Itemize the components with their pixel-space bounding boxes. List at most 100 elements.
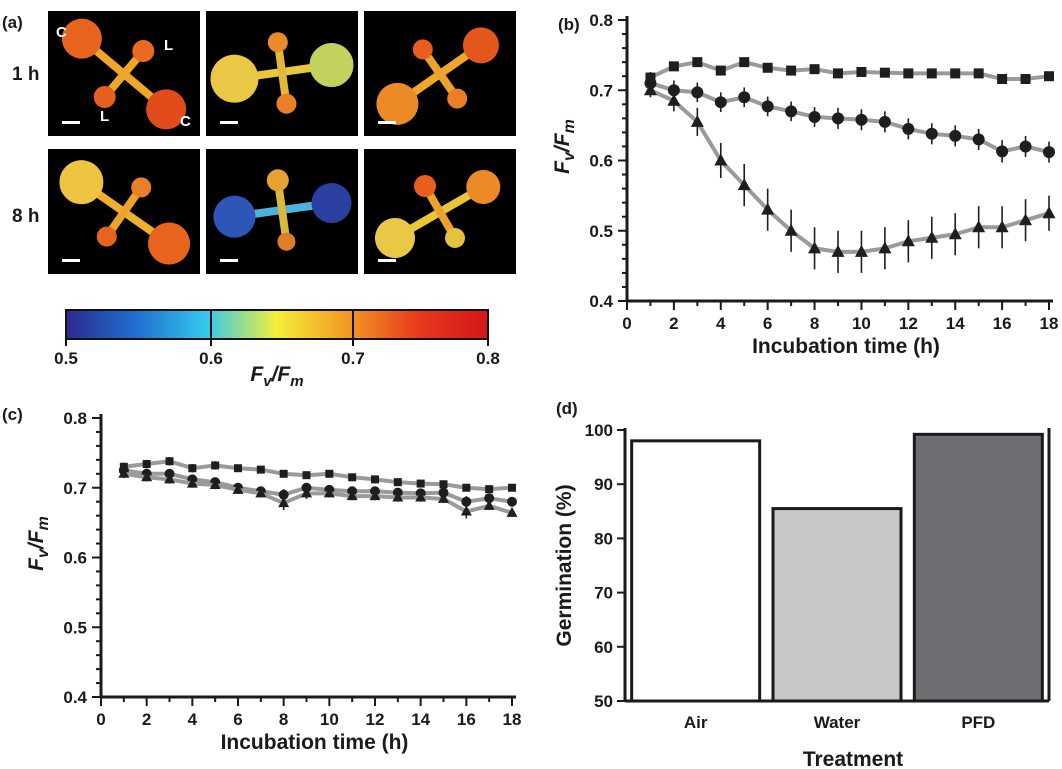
data-point-square bbox=[786, 65, 797, 76]
data-point-triangle bbox=[667, 93, 681, 106]
panel-a-label: (a) bbox=[2, 13, 23, 32]
data-point-square bbox=[692, 57, 703, 68]
y-axis-label: Fv/Fm bbox=[25, 516, 52, 571]
image-label-c: C bbox=[56, 24, 67, 41]
data-point-square bbox=[1020, 74, 1031, 85]
x-tick-label: 14 bbox=[411, 710, 430, 729]
data-point-square bbox=[188, 464, 197, 473]
series-line bbox=[649, 60, 1050, 82]
chart-b: 0.4 0.5 0.6 0.7 0.8 0 2 4 6 8 10 12 14 16 18 Incubation… bbox=[551, 11, 1058, 358]
x-tick-label: 12 bbox=[899, 314, 918, 333]
data-point-circle bbox=[438, 487, 449, 498]
data-point-square bbox=[165, 457, 174, 466]
x-tick-label: Air bbox=[684, 713, 708, 732]
data-point-square bbox=[668, 61, 679, 72]
x-axis-label: Incubation time (h) bbox=[752, 335, 940, 358]
data-point-triangle bbox=[808, 241, 822, 254]
data-point-circle bbox=[278, 489, 289, 500]
y-tick-label: 0.8 bbox=[589, 11, 613, 30]
x-tick-label: 18 bbox=[503, 710, 522, 729]
image-label-l: L bbox=[164, 37, 173, 54]
x-tick-label: 12 bbox=[366, 710, 385, 729]
data-point-triangle bbox=[784, 223, 798, 236]
x-tick-label: Water bbox=[814, 713, 861, 732]
data-point-circle bbox=[1019, 140, 1032, 153]
data-point-triangle bbox=[643, 83, 657, 96]
data-point-square bbox=[371, 475, 379, 484]
data-point-square bbox=[256, 465, 265, 474]
data-point-circle bbox=[738, 91, 751, 104]
data-point-circle bbox=[761, 100, 774, 113]
data-point-circle bbox=[808, 110, 821, 123]
data-point-square bbox=[997, 74, 1008, 85]
series-line bbox=[649, 88, 1050, 254]
data-point-triangle bbox=[506, 506, 518, 517]
data-point-triangle bbox=[878, 241, 892, 254]
data-point-square bbox=[485, 485, 494, 494]
data-point-circle bbox=[507, 496, 517, 507]
data-point-square bbox=[856, 66, 867, 77]
series-circle bbox=[644, 74, 1055, 163]
y-tick-label: 50 bbox=[594, 692, 613, 711]
data-point-triangle bbox=[118, 467, 130, 478]
micrograph-tile bbox=[206, 149, 358, 274]
panel-d-label: (d) bbox=[556, 399, 578, 418]
y-axis-label: Fv/Fm bbox=[551, 119, 578, 174]
data-point-triangle bbox=[761, 202, 775, 215]
data-point-circle bbox=[949, 129, 962, 142]
colorbar: 0.5 0.6 0.7 0.8 Fv/Fm bbox=[54, 309, 500, 390]
data-point-square bbox=[715, 65, 726, 76]
x-tick-label: 10 bbox=[852, 314, 871, 333]
data-point-circle bbox=[714, 96, 727, 109]
data-point-triangle bbox=[831, 244, 845, 257]
data-point-square bbox=[279, 469, 288, 478]
chart-c: 0.4 0.5 0.6 0.7 0.8 0 2 4 6 8 10 12 14 16 18 Incubation… bbox=[25, 409, 521, 754]
data-point-triangle bbox=[232, 483, 244, 494]
x-axis-label: Treatment bbox=[803, 748, 903, 769]
data-point-square bbox=[462, 483, 471, 492]
data-point-square bbox=[211, 461, 220, 470]
series-line bbox=[123, 471, 513, 515]
data-point-circle bbox=[925, 127, 938, 140]
data-point-square bbox=[142, 460, 151, 469]
data-point-triangle bbox=[483, 499, 495, 510]
data-point-triangle bbox=[854, 244, 868, 257]
data-point-circle bbox=[484, 493, 495, 504]
data-point-triangle bbox=[690, 114, 704, 127]
x-tick-label: 6 bbox=[233, 710, 242, 729]
x-axis-label: Incubation time (h) bbox=[221, 731, 409, 754]
data-point-circle bbox=[972, 133, 985, 146]
colorbar-tick: 0.7 bbox=[341, 349, 365, 368]
micrograph-tile bbox=[364, 149, 516, 274]
data-point-circle bbox=[1043, 146, 1055, 159]
y-tick-label: 0.7 bbox=[589, 81, 613, 100]
data-point-triangle bbox=[438, 492, 449, 503]
data-point-circle bbox=[996, 145, 1009, 158]
y-tick-label: 0.8 bbox=[63, 409, 87, 428]
data-point-triangle bbox=[1019, 213, 1033, 226]
data-point-square bbox=[903, 68, 914, 79]
y-tick-label: 0.6 bbox=[589, 152, 613, 171]
y-tick-label: 100 bbox=[585, 421, 613, 440]
row-label-8h: 8 h bbox=[12, 206, 39, 227]
data-point-square bbox=[234, 464, 242, 473]
image-label-c: C bbox=[180, 113, 191, 130]
panel-c-label: (c) bbox=[2, 405, 23, 424]
x-tick-label: 18 bbox=[1040, 314, 1059, 333]
chart-d: 50 60 70 80 90 100 Air Water PFD Treatment Germina… bbox=[553, 421, 1051, 769]
y-tick-label: 0.4 bbox=[589, 292, 613, 311]
series-triangle bbox=[643, 83, 1056, 273]
data-point-triangle bbox=[901, 234, 915, 247]
x-tick-label: 0 bbox=[96, 710, 105, 729]
data-point-triangle bbox=[948, 227, 962, 240]
colorbar-tick: 0.6 bbox=[199, 349, 223, 368]
x-tick-label: 16 bbox=[457, 710, 476, 729]
data-point-square bbox=[809, 64, 820, 75]
data-point-circle bbox=[785, 105, 798, 118]
data-point-circle bbox=[461, 496, 472, 507]
data-point-square bbox=[348, 473, 357, 482]
data-point-triangle bbox=[995, 220, 1009, 233]
data-point-square bbox=[739, 57, 750, 68]
data-point-triangle bbox=[323, 487, 335, 498]
bar-air bbox=[630, 439, 762, 703]
